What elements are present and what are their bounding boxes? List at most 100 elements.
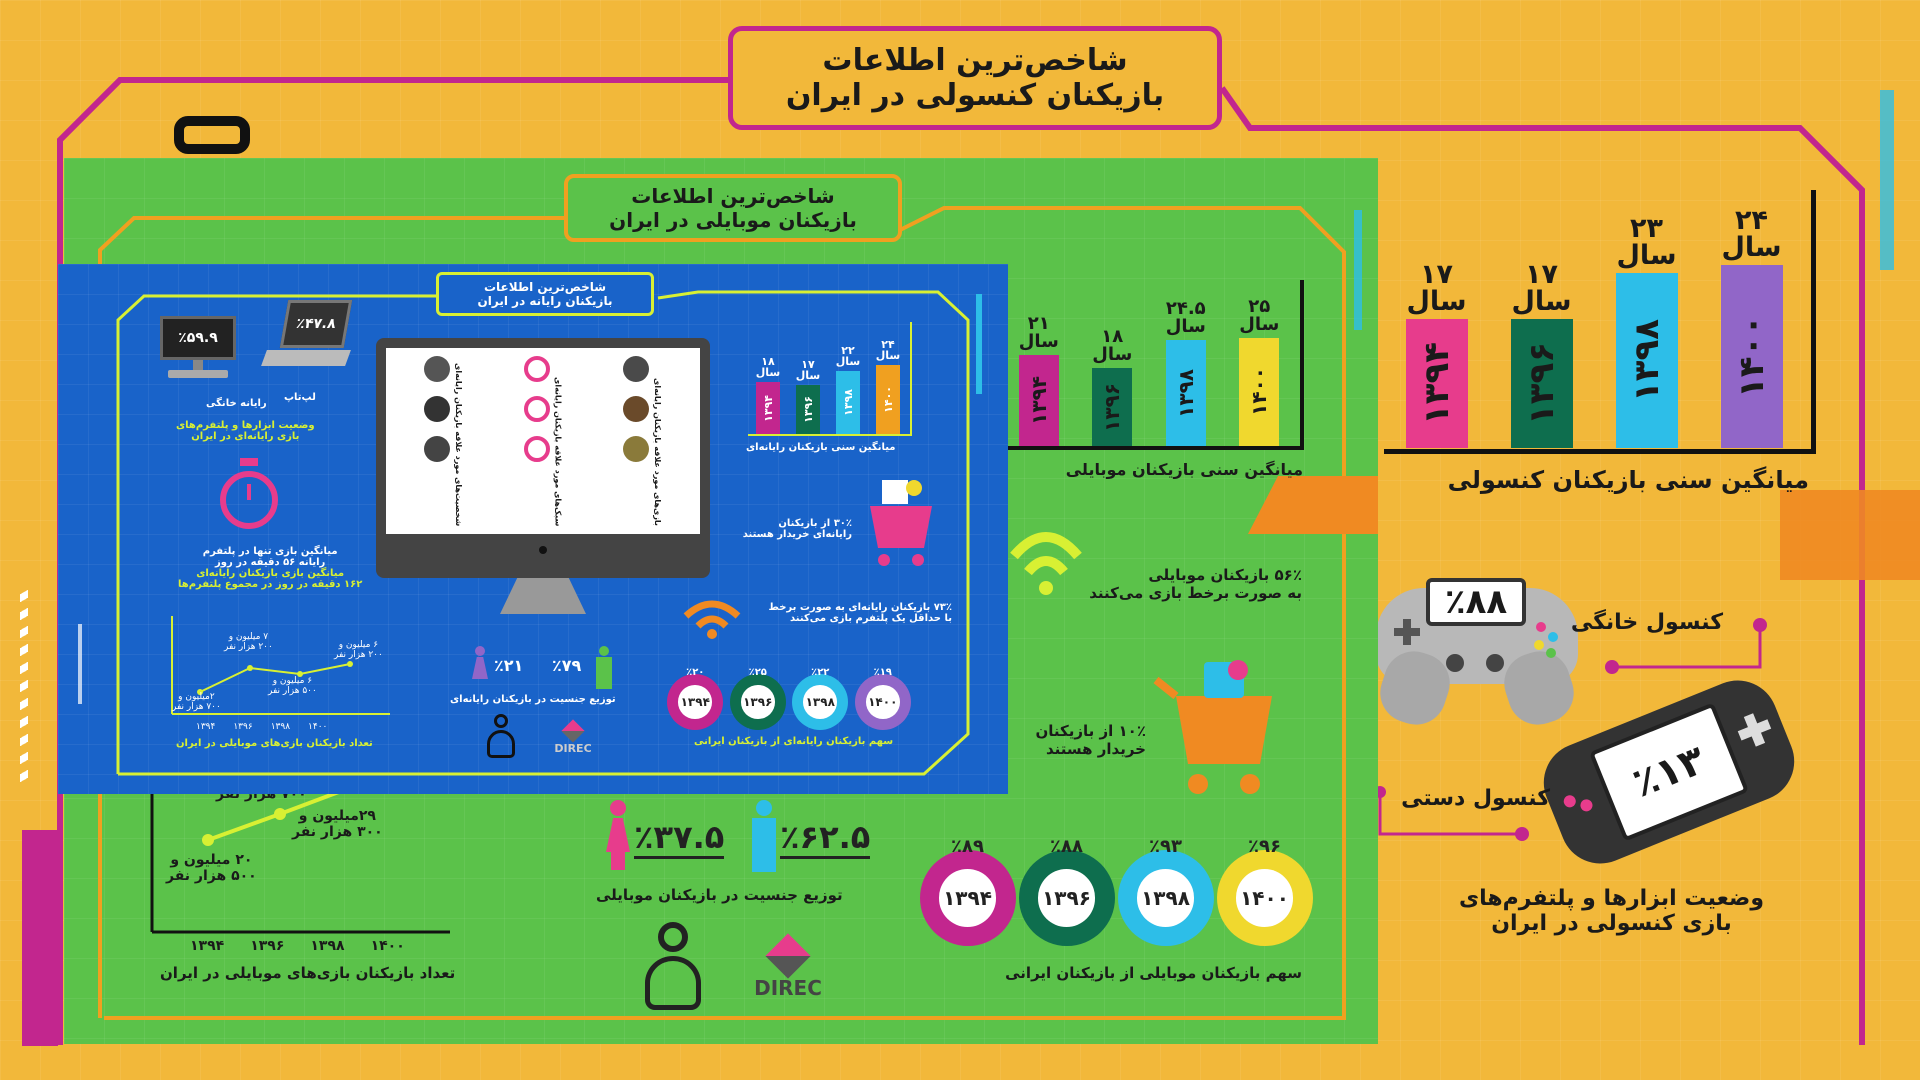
age-bar-label: ۲۳ سال bbox=[1616, 212, 1677, 271]
laptop-pct: ٪۴۷.۸ bbox=[294, 316, 338, 332]
share-pct: ٪۹۳ bbox=[1149, 836, 1182, 858]
pc-title-line2: بازیکنان رایانه در ایران bbox=[477, 294, 613, 308]
age-bar-year: ۱۳۹۴ bbox=[761, 394, 775, 422]
share-year: ۱۳۹۸ bbox=[803, 685, 838, 719]
share-circle: ۱۳۹۴ bbox=[919, 850, 1016, 946]
mobile-share-title: سهم بازیکنان موبایلی از بازیکنان ایرانی bbox=[1005, 964, 1302, 982]
pc-avg-caption: میانگین بازی تنها در پلتفرم رایانه ۵۶ دق… bbox=[178, 546, 363, 590]
share-pct: ٪۲۲ bbox=[811, 667, 830, 678]
monitor-col-genres: سبک‌های مورد علاقه بازیکنان رایانه‌ای bbox=[523, 356, 563, 526]
count-point bbox=[297, 671, 303, 677]
home-console-gamepad: ٪۸۸ bbox=[1372, 572, 1582, 733]
handheld-pointer bbox=[1374, 786, 1529, 841]
pc-age-bars: ۱۳۹۴ ۱۸ سال ۱۳۹۶ ۱۷ سال ۱۳۹۸ ۲۲ سال ۱۴۰۰ ۲۴ سال bbox=[748, 322, 908, 434]
desktop-label: رایانه خانگی bbox=[206, 398, 267, 409]
share-circle: ۱۳۹۸ bbox=[1117, 850, 1214, 946]
count-point bbox=[247, 665, 253, 671]
home-console-pct: ٪۸۸ bbox=[1444, 582, 1508, 622]
age-bar-label: ۱۷ سال bbox=[795, 358, 821, 383]
mobile-title-line1: شاخص‌ترین اطلاعات bbox=[631, 184, 835, 208]
age-bar-label: ۲۵ سال bbox=[1239, 295, 1280, 335]
age-bar-year: ۱۳۹۸ bbox=[841, 389, 855, 416]
pc-share-circles: ۱۴۰۰ ٪۱۹ ۱۳۹۸ ٪۲۲ ۱۳۹۶ ٪۲۵ ۱۳۹۴ ٪۲۰ bbox=[664, 667, 914, 730]
wifi-icon bbox=[1010, 532, 1082, 595]
share-pct: ٪۹۶ bbox=[1248, 836, 1281, 858]
age-bar-year: ۱۴۰۰ bbox=[1731, 315, 1772, 399]
pc-cart-icon bbox=[870, 480, 932, 566]
share-year: ۱۳۹۶ bbox=[740, 685, 775, 719]
console-age-axis bbox=[1811, 190, 1816, 452]
share-pct: ٪۱۹ bbox=[873, 667, 892, 678]
share-pct: ٪۲۰ bbox=[686, 667, 705, 678]
age-bar: ۱۳۹۶ bbox=[796, 385, 820, 434]
handheld-pct: ٪۱۳ bbox=[1626, 736, 1712, 808]
mobile-online-caption: ۵۶٪ بازیکنان موبایلی به صورت برخط بازی م… bbox=[1089, 566, 1302, 602]
pc-buyers-caption: ۳۰٪ از بازیکنان رایانه‌ای خریدار هستند bbox=[742, 518, 852, 540]
share-pct: ٪۸۹ bbox=[951, 836, 984, 858]
pc-count-chart bbox=[171, 616, 390, 715]
console-title-line1: شاخص‌ترین اطلاعات bbox=[822, 43, 1128, 78]
mobile-count-label-3: ۲۰ میلیون و ۵۰۰ هزار نفر bbox=[166, 852, 257, 884]
pc-count-label-2: ۶ میلیون و ۲۰۰ هزار نفر bbox=[334, 640, 383, 660]
console-title-box: شاخص‌ترین اطلاعات بازیکنان کنسولی در ایر… bbox=[728, 26, 1222, 130]
magenta-accent bbox=[22, 830, 58, 1046]
share-pct: ٪۲۵ bbox=[748, 667, 767, 678]
share-year: ۱۳۹۶ bbox=[1037, 869, 1096, 927]
age-bar-year: ۱۳۹۴ bbox=[1416, 341, 1457, 425]
pc-wifi-icon bbox=[683, 600, 741, 639]
share-circle: ۱۴۰۰ bbox=[854, 674, 911, 730]
age-bar: ۱۳۹۴ bbox=[1018, 355, 1059, 446]
share-year: ۱۳۹۴ bbox=[938, 869, 997, 927]
pc-count-years: ۱۴۰۰ ۱۳۹۸ ۱۳۹۶ ۱۳۹۴ bbox=[196, 722, 328, 732]
pc-platforms-caption: وضعیت ابزارها و پلتفرم‌های بازی رایانه‌ا… bbox=[176, 420, 315, 442]
console-age-baseline bbox=[1384, 449, 1816, 454]
home-console-label: کنسول خانگی bbox=[1570, 610, 1723, 635]
age-bar: ۱۳۹۸ bbox=[1165, 339, 1206, 446]
count-point bbox=[274, 808, 286, 820]
home-console-pointer bbox=[1605, 618, 1767, 674]
pc-frame bbox=[78, 290, 982, 776]
console-age-bars: ۱۳۹۴ ۱۷ سال ۱۳۹۶ ۱۷ سال ۱۳۹۸ ۲۳ سال ۱۴۰۰ ۲۴ سال bbox=[1384, 190, 1804, 448]
age-bar: ۱۴۰۰ bbox=[876, 365, 900, 434]
console-age-chart: ۱۳۹۴ ۱۷ سال ۱۳۹۶ ۱۷ سال ۱۳۹۸ ۲۳ سال ۱۴۰۰ ۲۴ سال bbox=[1384, 190, 1816, 454]
age-bar: ۱۳۹۶ bbox=[1092, 368, 1133, 446]
share-year: ۱۳۹۴ bbox=[678, 685, 713, 719]
pc-male-pct: ٪۷۹ bbox=[552, 656, 582, 675]
count-point bbox=[197, 689, 203, 695]
monitor-col-games: بازی‌های مورد علاقه بازیکنان رایانه‌ای bbox=[622, 356, 662, 526]
age-bar-year: ۱۳۹۴ bbox=[1026, 376, 1051, 425]
share-circle: ۱۳۹۸ bbox=[792, 674, 849, 730]
mobile-age-title: میانگین سنی بازیکنان موبایلی bbox=[1065, 460, 1303, 479]
direc-logo: DIREC bbox=[748, 933, 828, 1008]
mobile-count-label-2: ۲۹میلیون و ۳۰۰ هزار نفر bbox=[292, 808, 383, 840]
handheld-label: کنسول دستی bbox=[1401, 786, 1550, 811]
count-point bbox=[347, 661, 353, 667]
pc-online-caption: ۷۳٪ بازیکنان رایانه‌ای به صورت برخط با ح… bbox=[768, 602, 952, 624]
age-bar: ۱۴۰۰ bbox=[1239, 337, 1280, 446]
age-bar: ۱۴۰۰ bbox=[1720, 265, 1783, 448]
age-bar-year: ۱۳۹۸ bbox=[1626, 318, 1667, 402]
age-bar-label: ۱۷ سال bbox=[1511, 258, 1572, 317]
side-dashes-left bbox=[20, 589, 28, 791]
mobile-female-pct: ٪۳۷.۵ bbox=[634, 818, 725, 859]
mobile-age-bars: ۱۳۹۴ ۲۱ سال ۱۳۹۶ ۱۸ سال ۱۳۹۸ ۲۴.۵ سال ۱۴۰۰ ۲۵ س… bbox=[1002, 280, 1296, 446]
age-bar-label: ۱۷ سال bbox=[1406, 258, 1467, 317]
mobile-gender-title: توزیع جنسیت در بازیکنان موبایلی bbox=[596, 886, 843, 904]
shopping-cart-icon bbox=[1153, 660, 1272, 794]
mobile-male-pct: ٪۶۲.۵ bbox=[780, 818, 871, 859]
share-circle: ۱۳۹۶ bbox=[729, 674, 786, 730]
mobile-share-circles: ۱۴۰۰ ٪۹۶ ۱۳۹۸ ٪۹۳ ۱۳۹۶ ٪۸۸ ۱۳۹۴ ٪۸۹ bbox=[918, 836, 1314, 946]
age-bar-label: ۲۴ سال bbox=[1721, 205, 1782, 264]
age-bar-year: ۱۳۹۶ bbox=[1521, 341, 1562, 425]
age-bar: ۱۳۹۸ bbox=[836, 370, 860, 434]
share-circle: ۱۳۹۴ bbox=[667, 674, 724, 730]
pc-title-line1: شاخص‌ترین اطلاعات bbox=[483, 280, 607, 294]
mobile-title-line2: بازیکنان موبایلی در ایران bbox=[609, 208, 857, 232]
age-bar-label: ۱۸ سال bbox=[1092, 326, 1133, 365]
laptop-label: لپ‌تاپ bbox=[284, 392, 316, 403]
pc-title-box: شاخص‌ترین اطلاعات بازیکنان رایانه در ایر… bbox=[436, 272, 654, 316]
pc-age-chart: ۱۳۹۴ ۱۸ سال ۱۳۹۶ ۱۷ سال ۱۳۹۸ ۲۲ سال ۱۴۰۰ ۲۴ سال bbox=[748, 322, 912, 436]
pc-count-label-1: ۷ میلیون و ۲۰۰ هزار نفر bbox=[224, 632, 273, 652]
institute-logo bbox=[638, 922, 708, 1018]
